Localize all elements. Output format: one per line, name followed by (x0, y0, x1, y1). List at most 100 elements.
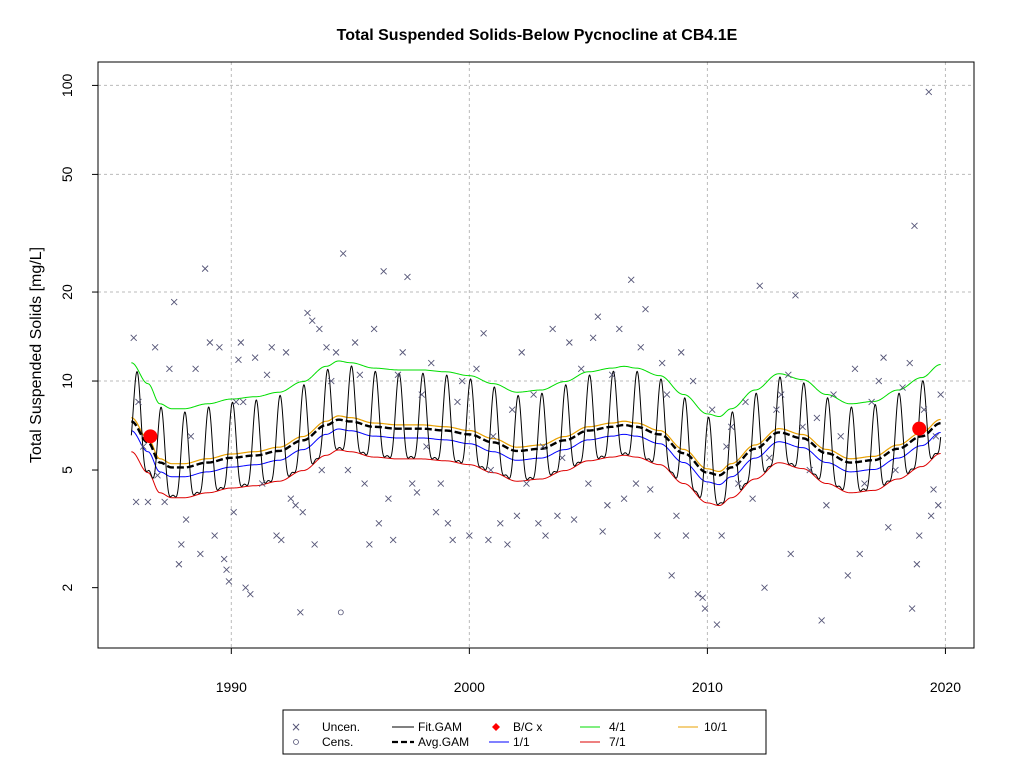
y-axis-label: Total Suspended Solids [mg/L] (28, 247, 45, 463)
uncensored-point (892, 466, 899, 474)
legend-7-1-label: 7/1 (609, 735, 626, 749)
uncensored-point (247, 590, 254, 598)
uncensored-point (263, 371, 271, 379)
uncensored-point (735, 480, 742, 487)
y-axis: 2 5 10 20 50 100 (59, 74, 98, 592)
x-tick-label: 2010 (692, 679, 723, 695)
uncensored-point (604, 501, 611, 509)
uncensored-point (689, 377, 697, 385)
uncensored-point (908, 605, 916, 612)
uncensored-point (237, 339, 245, 346)
uncensored-point (258, 480, 266, 487)
uncensored-point (937, 391, 944, 398)
uncensored-point (713, 621, 721, 628)
uncensored-point (927, 512, 935, 520)
uncensored-point (216, 344, 223, 351)
uncensored-point (508, 406, 516, 413)
uncensored-point (361, 480, 368, 487)
uncensored-point (323, 344, 330, 351)
x-axis: 1990 2000 2010 2020 (216, 648, 961, 695)
uncensored-point (466, 532, 473, 539)
uncensored-point (423, 443, 430, 450)
uncensored-point (677, 349, 685, 356)
chart-title: Total Suspended Solids-Below Pycnocline … (337, 27, 738, 44)
uncensored-point (151, 344, 159, 351)
legend-bc-label: B/C x (513, 720, 542, 734)
uncensored-point (654, 532, 661, 539)
uncensored-point (242, 584, 249, 591)
uncensored-point (620, 495, 628, 502)
uncensored-point (375, 520, 383, 527)
curve-fit-gam (130, 365, 942, 506)
uncensored-point (694, 590, 702, 598)
uncensored-point (523, 480, 530, 487)
uncensored-point (913, 560, 921, 568)
legend-cens-symbol (293, 739, 299, 745)
uncensored-point (513, 512, 521, 520)
uncensored-point (299, 508, 307, 516)
uncensored-point (225, 578, 233, 585)
x-tick-label: 2000 (454, 679, 485, 695)
y-tick-label: 50 (59, 166, 75, 182)
uncensored-point (932, 433, 940, 440)
uncensored-point (496, 520, 504, 527)
uncensored-point (792, 291, 799, 299)
uncensored-point (418, 391, 426, 398)
y-tick-label: 10 (59, 373, 75, 389)
uncensored-point (282, 349, 290, 356)
uncensored-point (765, 454, 773, 462)
uncensored-point (480, 330, 487, 337)
uncensored-point (773, 406, 780, 413)
uncensored-point (589, 334, 597, 342)
uncensored-point (154, 471, 161, 479)
uncensored-point (489, 433, 497, 440)
uncensored-point (201, 265, 209, 272)
uncensored-point (235, 356, 242, 364)
uncensored-point (132, 498, 140, 506)
uncensored-point (875, 377, 883, 385)
uncensored-point (718, 532, 725, 539)
legend-10-1-label: 10/1 (704, 720, 728, 734)
uncensored-point (599, 528, 606, 535)
uncensored-point (182, 516, 190, 523)
legend-box (282, 709, 767, 755)
uncensored-point (535, 520, 542, 527)
curve-layer (130, 360, 942, 507)
uncensored-point (539, 443, 547, 450)
uncensored-point (444, 520, 452, 527)
uncensored-point (761, 584, 768, 591)
uncensored-point (449, 536, 457, 544)
uncensored-point (856, 550, 864, 558)
curve-10-1 (131, 415, 941, 473)
bc-point (143, 429, 158, 444)
uncensored-point (166, 365, 173, 373)
uncensored-point (682, 532, 690, 539)
uncensored-point (742, 398, 749, 406)
uncensored-point (385, 495, 392, 502)
uncensored-point (211, 532, 218, 539)
uncensored-point (175, 560, 183, 568)
legend-avg-label: Avg.GAM (418, 735, 469, 749)
uncensored-point (673, 512, 680, 520)
curve-avg-gam (131, 418, 941, 477)
uncensored-point (899, 384, 906, 391)
uncensored-point (861, 480, 868, 487)
censored-point (337, 609, 344, 616)
uncensored-point (554, 512, 561, 520)
uncensored-point (370, 325, 378, 333)
uncensored-point (558, 454, 566, 462)
uncensored-point (316, 325, 323, 333)
uncensored-point (823, 501, 830, 509)
legend-uncen-symbol: × (291, 720, 301, 734)
uncensored-point (777, 391, 785, 398)
uncensored-point (615, 325, 623, 333)
uncensored-point (432, 508, 440, 516)
uncensored-point (135, 398, 142, 406)
uncensored-point (585, 480, 592, 487)
uncensored-point (915, 532, 923, 539)
uncensored-point (594, 313, 602, 321)
uncensored-point (339, 250, 347, 257)
uncensored-point (785, 371, 792, 379)
uncensored-point (570, 516, 578, 523)
